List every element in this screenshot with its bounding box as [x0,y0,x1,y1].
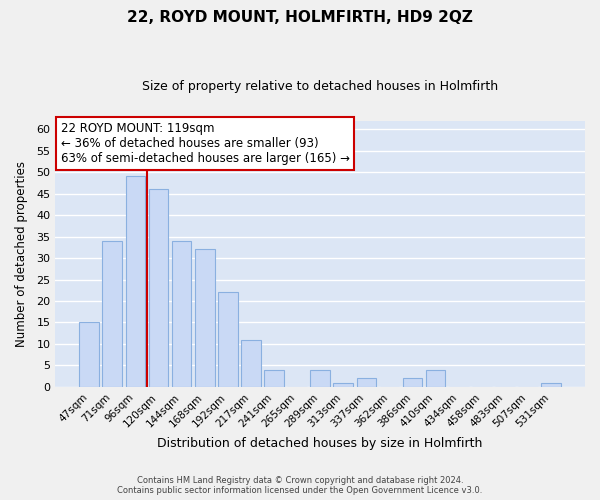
Bar [356,378,376,387]
Title: Size of property relative to detached houses in Holmfirth: Size of property relative to detached ho… [142,80,498,93]
Bar [103,241,122,387]
Bar [310,370,330,387]
X-axis label: Distribution of detached houses by size in Holmfirth: Distribution of detached houses by size … [157,437,483,450]
Text: 22 ROYD MOUNT: 119sqm
← 36% of detached houses are smaller (93)
63% of semi-deta: 22 ROYD MOUNT: 119sqm ← 36% of detached … [61,122,350,165]
Y-axis label: Number of detached properties: Number of detached properties [15,161,28,347]
Bar [218,292,238,387]
Text: 22, ROYD MOUNT, HOLMFIRTH, HD9 2QZ: 22, ROYD MOUNT, HOLMFIRTH, HD9 2QZ [127,10,473,25]
Bar [403,378,422,387]
Bar [149,190,169,387]
Bar [334,382,353,387]
Bar [541,382,561,387]
Bar [426,370,445,387]
Bar [195,250,215,387]
Bar [241,340,260,387]
Bar [125,176,145,387]
Bar [172,241,191,387]
Bar [264,370,284,387]
Bar [79,322,99,387]
Text: Contains HM Land Registry data © Crown copyright and database right 2024.
Contai: Contains HM Land Registry data © Crown c… [118,476,482,495]
